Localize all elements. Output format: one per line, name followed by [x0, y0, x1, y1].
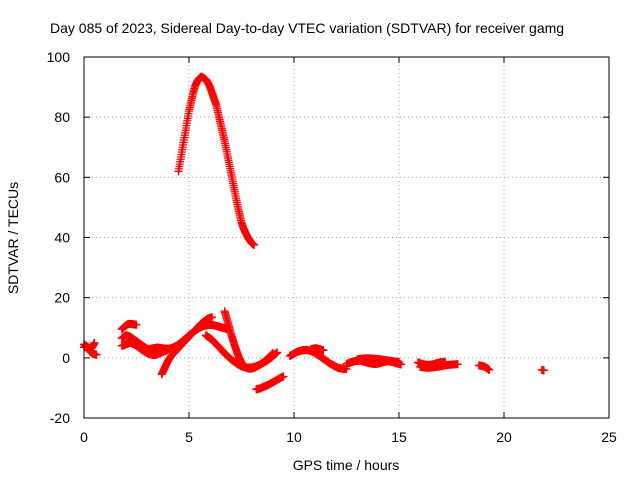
y-tick-label: 80 — [54, 109, 70, 125]
data-point — [250, 241, 259, 250]
x-tick-label: 10 — [286, 429, 302, 445]
x-tick-label: 0 — [80, 429, 88, 445]
data-point — [279, 372, 288, 381]
data-point — [319, 346, 328, 355]
y-tick-labels: -20 0 20 40 60 80 100 — [47, 49, 71, 426]
x-tick-label: 15 — [391, 429, 407, 445]
series-arc-steep-7 — [220, 307, 277, 373]
x-axis-label: GPS time / hours — [293, 457, 400, 473]
y-axis-label: SDTVAR / TECUs — [5, 182, 21, 294]
data-point — [90, 338, 99, 347]
y-tick-label: 60 — [54, 169, 70, 185]
series-arc-2c — [117, 338, 172, 359]
series-arc-22 — [537, 365, 548, 375]
y-tick-label: 20 — [54, 290, 70, 306]
data-point — [539, 366, 548, 375]
series-arc-19 — [474, 361, 494, 374]
x-tick-label: 25 — [601, 429, 617, 445]
chart-title: Day 085 of 2023, Sidereal Day-to-day VTE… — [50, 20, 564, 36]
series-arc-early-0b — [80, 342, 101, 359]
x-tick-label: 20 — [496, 429, 512, 445]
series-arc-13-15b — [353, 354, 403, 367]
data-point — [269, 349, 277, 358]
data-points — [80, 72, 548, 394]
series-arc-11 — [306, 344, 328, 355]
series-arc-high-peak — [174, 72, 259, 250]
x-tick-label: 5 — [185, 429, 193, 445]
y-tick-label: 0 — [62, 350, 70, 366]
series-arc-2a — [117, 319, 141, 334]
x-tick-labels: 0 5 10 15 20 25 — [80, 429, 617, 445]
y-tick-label: -20 — [50, 410, 70, 426]
series-arc-16-17b — [416, 360, 462, 372]
data-point — [395, 358, 403, 367]
data-point — [485, 365, 494, 374]
data-point — [92, 350, 101, 359]
series-arc-low-8 — [252, 372, 288, 394]
data-point — [453, 360, 462, 369]
data-point — [164, 345, 172, 354]
data-point — [132, 320, 141, 329]
data-point — [208, 313, 217, 322]
y-tick-label: 40 — [54, 230, 70, 246]
y-tick-label: 100 — [47, 49, 71, 65]
plot-frame — [83, 56, 610, 419]
